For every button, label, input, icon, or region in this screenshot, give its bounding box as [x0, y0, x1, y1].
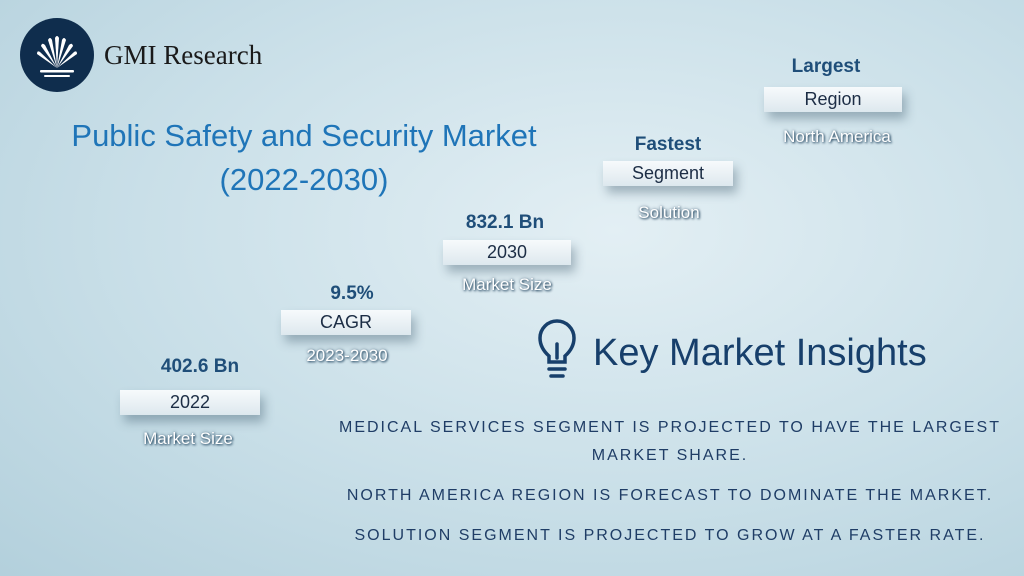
logo-emblem-icon — [20, 18, 94, 92]
page-title: Public Safety and Security Market (2022-… — [26, 114, 582, 202]
title-line-2: (2022-2030) — [219, 162, 389, 197]
title-line-1: Public Safety and Security Market — [71, 118, 537, 153]
step-4-sub: Solution — [638, 203, 700, 222]
insight-1: MEDICAL SERVICES SEGMENT IS PROJECTED TO… — [339, 419, 1001, 464]
step-2-block: CAGR — [281, 310, 411, 335]
step-2-value: 9.5% — [330, 283, 374, 304]
step-3-sub: Market Size — [462, 275, 552, 294]
brand-name: GMI Research — [104, 39, 263, 70]
insight-2: NORTH AMERICA REGION IS FORECAST TO DOMI… — [346, 487, 994, 504]
insight-3: SOLUTION SEGMENT IS PROJECTED TO GROW AT… — [354, 527, 986, 544]
key-insights-heading: Key Market Insights — [537, 318, 927, 389]
step-1-sub: Market Size — [143, 429, 233, 448]
step-3-block: 2030 — [443, 240, 571, 265]
step-5-value: Largest — [791, 56, 861, 77]
key-insights-title: Key Market Insights — [593, 332, 927, 374]
brand-logo: GMI Research — [20, 18, 262, 92]
step-3-value: 832.1 Bn — [465, 212, 545, 233]
lightbulb-icon — [537, 318, 577, 389]
step-4-value: Fastest — [634, 134, 702, 155]
step-5-block: Region — [764, 87, 902, 112]
step-2-sub: 2023-2030 — [306, 346, 388, 365]
step-1-value: 402.6 Bn — [160, 356, 240, 377]
step-5-sub: North America — [783, 127, 891, 146]
step-4-block: Segment — [603, 161, 733, 186]
step-1-block: 2022 — [120, 390, 260, 415]
